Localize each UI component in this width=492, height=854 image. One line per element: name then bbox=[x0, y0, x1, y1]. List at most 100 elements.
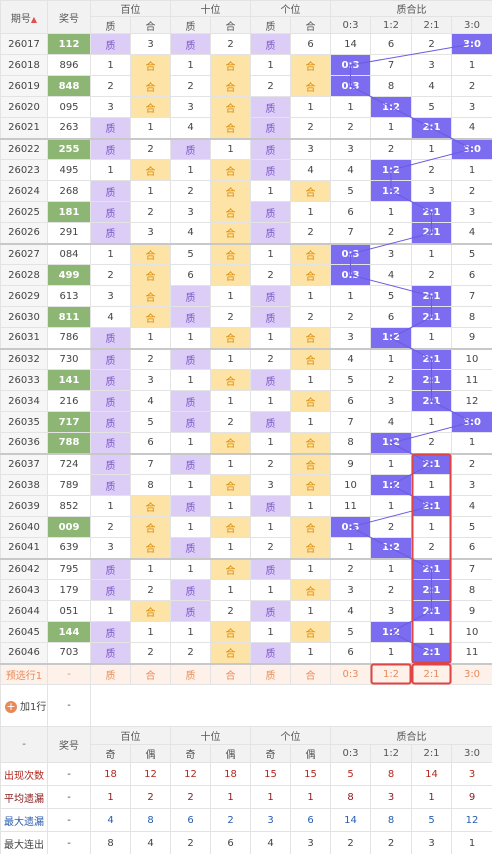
ratio-cell-text: 1:2 bbox=[382, 332, 400, 344]
ratio-cell-text: 0:3 bbox=[341, 248, 360, 260]
position-cell-text: 质 bbox=[105, 124, 116, 136]
position-cell-text: 1 bbox=[187, 437, 194, 449]
position-cell: 合 bbox=[130, 264, 171, 286]
period-text: 26033 bbox=[8, 374, 40, 386]
ratio-cell: 6 bbox=[451, 264, 492, 286]
ratio-cell: 6 bbox=[370, 33, 412, 55]
data-row: 26024 268 质 1 2 合 1 合 5 1:2 3 2 bbox=[0, 180, 492, 202]
stats-group-header: 百位 bbox=[90, 726, 171, 745]
ratio-cell: 5 bbox=[411, 96, 452, 118]
preset-cell: 3:0 bbox=[451, 663, 492, 685]
ratio-cell-text: 0:3 bbox=[341, 269, 360, 281]
position-cell: 2 bbox=[130, 642, 171, 665]
position-cell: 质 bbox=[250, 411, 291, 433]
ratio-cell-text: 2:1 bbox=[422, 227, 441, 239]
position-cell: 合 bbox=[210, 516, 251, 538]
position-cell: 1 bbox=[90, 495, 131, 517]
stats-value-text: 3 bbox=[267, 814, 274, 826]
preset-cell-text: 合 bbox=[225, 670, 236, 682]
position-cell: 1 bbox=[210, 453, 251, 475]
position-cell: 1 bbox=[250, 621, 291, 643]
data-row: 26044 051 1 合 质 2 质 1 4 3 2:1 9 bbox=[0, 600, 492, 622]
position-cell: 质 bbox=[170, 453, 211, 475]
period-text: 26020 bbox=[8, 101, 40, 113]
ratio-cell: 3:0 bbox=[451, 33, 492, 55]
position-cell-text: 1 bbox=[227, 500, 234, 512]
period-text: 26017 bbox=[8, 38, 40, 50]
period: 26041 bbox=[0, 537, 48, 560]
ratio-cell: 3 bbox=[370, 243, 412, 265]
position-cell: 4 bbox=[170, 117, 211, 140]
position-cell: 4 bbox=[90, 306, 131, 328]
ratio-cell: 0:3 bbox=[330, 75, 371, 97]
position-cell: 2 bbox=[90, 75, 131, 97]
position-cell-text: 质 bbox=[265, 208, 276, 220]
period-text: 26026 bbox=[8, 227, 40, 239]
stats-value: 18 bbox=[210, 762, 251, 786]
ratio-cell-text: 3:0 bbox=[463, 416, 481, 428]
position-cell: 1 bbox=[210, 138, 251, 160]
sort-icon[interactable]: ▲ bbox=[30, 14, 38, 24]
position-cell-text: 1 bbox=[187, 374, 194, 386]
stats-group-header-text: 百位 bbox=[120, 732, 141, 743]
stats-value-text: 3 bbox=[428, 837, 435, 849]
stats-number-text: - bbox=[67, 837, 71, 849]
stats-value-text: 8 bbox=[347, 791, 354, 803]
stats-group-header: 质合比 bbox=[330, 726, 492, 745]
ratio-cell: 2:1 bbox=[411, 558, 452, 580]
preset-label-text: 预选行1 bbox=[5, 670, 43, 682]
ratio-cell: 2:1 bbox=[411, 369, 452, 391]
stats-value: 8 bbox=[370, 762, 412, 786]
ratio-cell-text: 6 bbox=[347, 206, 354, 218]
number: 141 bbox=[47, 369, 91, 391]
add-row-label[interactable]: 加1行 bbox=[20, 702, 47, 713]
position-cell-text: 1 bbox=[187, 521, 194, 533]
ratio-cell-text: 3 bbox=[387, 605, 395, 617]
period-text: 26021 bbox=[8, 122, 40, 134]
ratio-cell-text: 8 bbox=[468, 584, 476, 596]
position-cell: 1 bbox=[250, 579, 291, 601]
position-cell-text: 3 bbox=[187, 206, 194, 218]
position-cell: 1 bbox=[250, 180, 291, 202]
add-row-button[interactable]: + 加1行 bbox=[0, 684, 48, 727]
position-cell: 合 bbox=[130, 306, 171, 328]
period: 26031 bbox=[0, 327, 48, 350]
period-text: 26037 bbox=[8, 458, 40, 470]
position-cell-text: 合 bbox=[305, 481, 316, 493]
ratio-cell: 11 bbox=[330, 495, 371, 517]
position-cell: 质 bbox=[170, 495, 211, 517]
position-cell: 2 bbox=[130, 348, 171, 370]
ratio-cell-text: 4 bbox=[428, 80, 435, 92]
stats-value: 8 bbox=[370, 808, 412, 832]
period-text: 26030 bbox=[8, 311, 40, 323]
period: 26038 bbox=[0, 474, 48, 496]
stats-number: - bbox=[47, 808, 91, 832]
group-header: 百位 bbox=[90, 0, 171, 17]
position-cell-text: 1 bbox=[187, 59, 194, 71]
position-cell: 1 bbox=[290, 495, 331, 517]
stats-sub-header-text: 偶 bbox=[305, 750, 316, 761]
position-cell: 合 bbox=[210, 642, 251, 665]
ratio-cell: 6 bbox=[330, 201, 371, 223]
ratio-cell-text: 2 bbox=[428, 542, 435, 554]
plus-icon[interactable]: + bbox=[5, 700, 17, 713]
ratio-cell-text: 2:1 bbox=[422, 374, 441, 386]
ratio-cell-text: 2 bbox=[428, 38, 435, 50]
stats-label-text: 最大连出 bbox=[4, 839, 44, 851]
position-cell: 合 bbox=[210, 327, 251, 350]
ratio-cell-text: 2:1 bbox=[422, 584, 441, 596]
position-cell: 合 bbox=[290, 516, 331, 538]
position-cell-text: 合 bbox=[305, 544, 316, 556]
position-cell-text: 合 bbox=[225, 166, 236, 178]
position-cell-text: 质 bbox=[185, 145, 196, 157]
position-cell-text: 7 bbox=[147, 458, 154, 470]
stats-value-text: 15 bbox=[304, 768, 317, 780]
data-row: 26032 730 质 2 质 1 2 合 4 1 2:1 10 bbox=[0, 348, 492, 370]
sub-header-text: 合 bbox=[225, 21, 236, 33]
number-text: 852 bbox=[59, 500, 79, 512]
preset-cell: 0:3 bbox=[330, 663, 371, 685]
stats-number-text: - bbox=[67, 768, 71, 780]
period: 26022 bbox=[0, 138, 48, 160]
period: 26029 bbox=[0, 285, 48, 307]
position-cell: 1 bbox=[90, 243, 131, 265]
